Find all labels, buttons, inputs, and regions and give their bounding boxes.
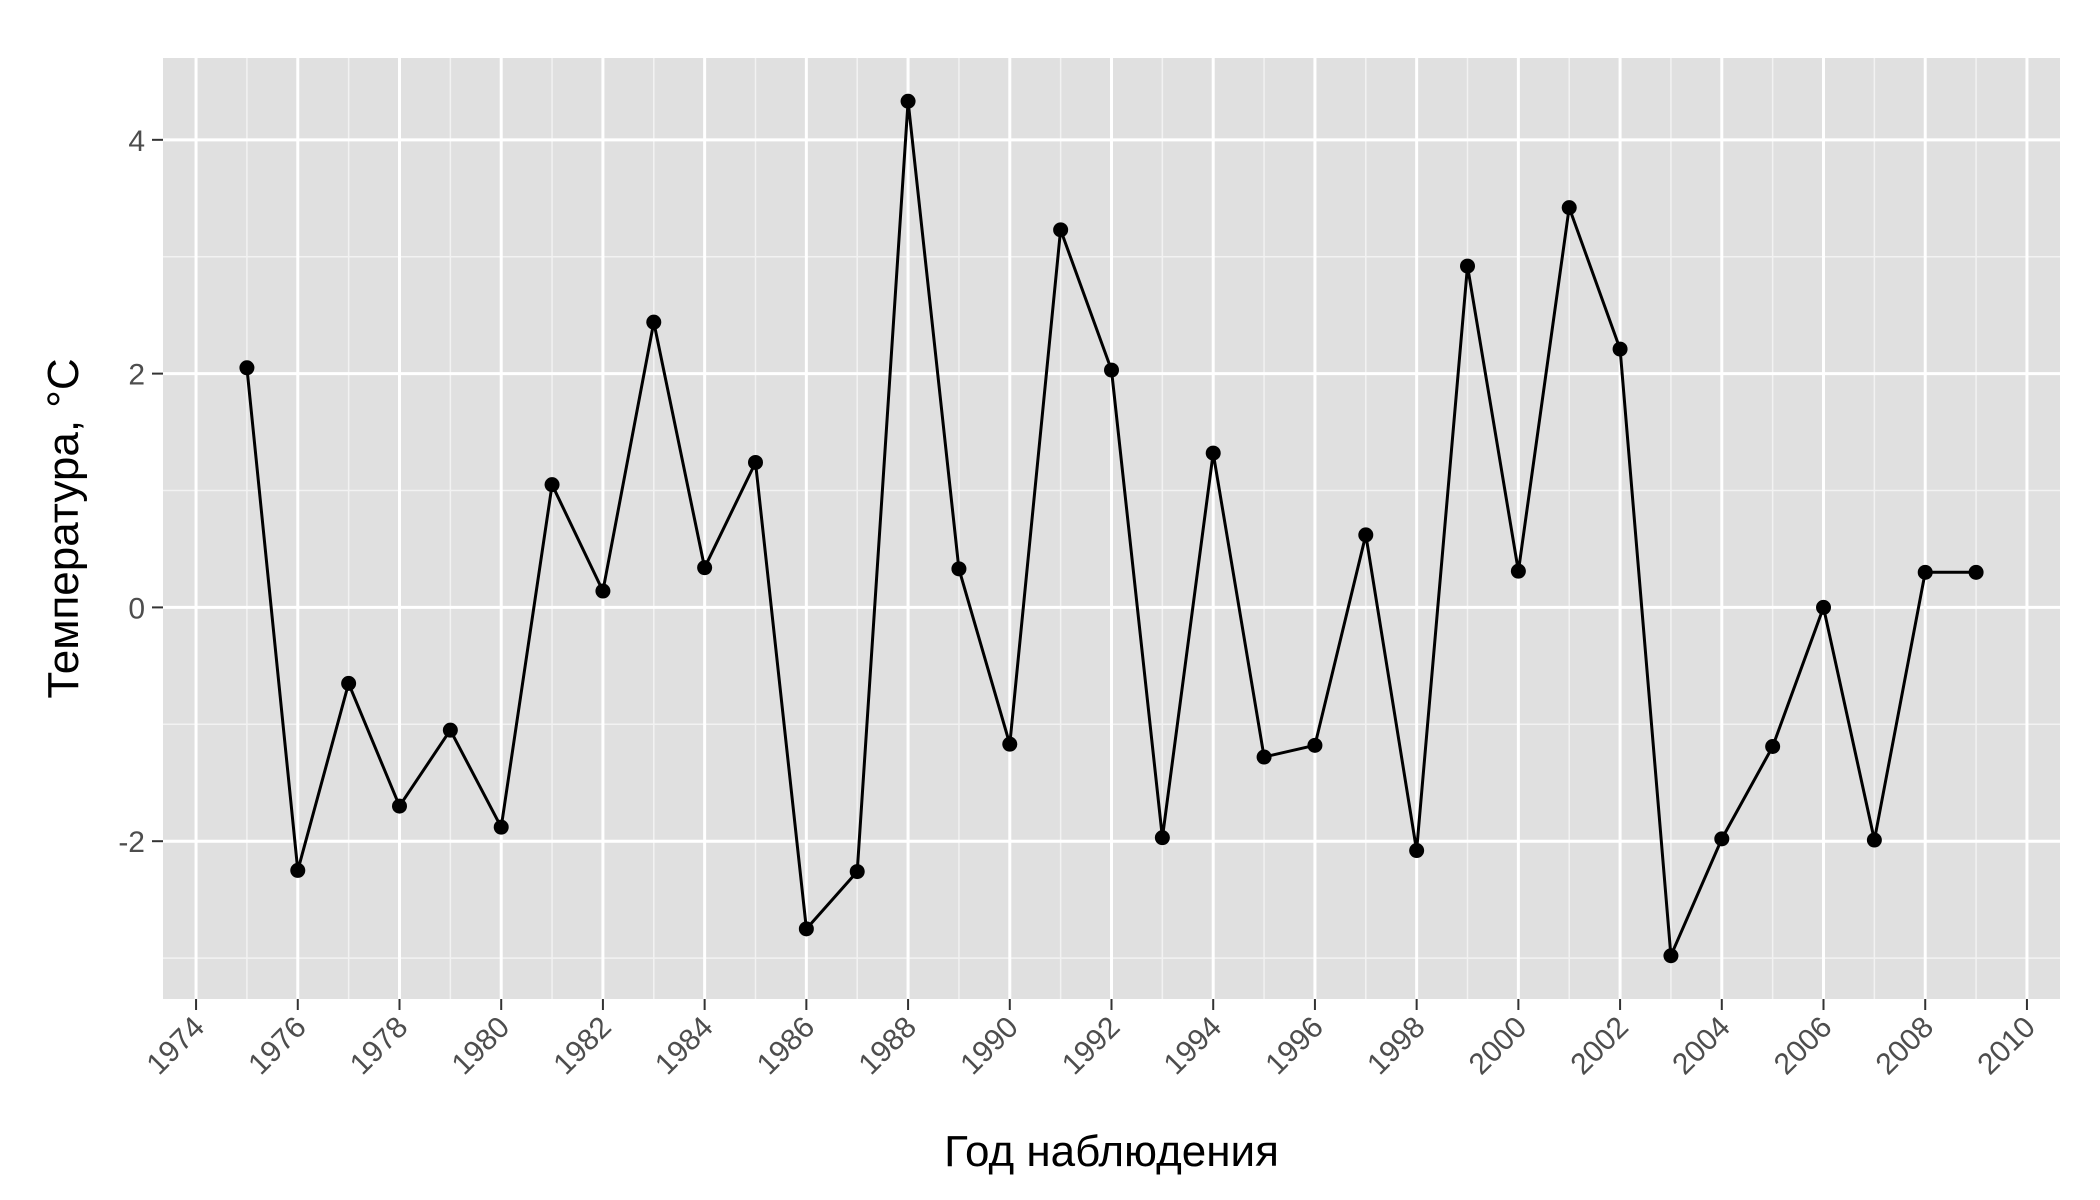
x-tick-label: 2002 (1564, 1011, 1635, 1082)
series-group (239, 93, 1984, 964)
data-point (1307, 737, 1323, 753)
data-point (900, 93, 916, 109)
data-point (1561, 200, 1577, 216)
data-point (1002, 736, 1018, 752)
data-point (595, 583, 611, 599)
x-tick-label: 1982 (547, 1011, 618, 1082)
data-point (798, 921, 814, 937)
x-tick-label: 2000 (1463, 1011, 1534, 1082)
x-tick-label: 1992 (1056, 1011, 1127, 1082)
x-tick-label: 1980 (446, 1011, 517, 1082)
data-point (1917, 564, 1933, 580)
data-point (1205, 445, 1221, 461)
x-tick-label: 1984 (649, 1011, 720, 1082)
x-tick-label: 2006 (1768, 1011, 1839, 1082)
x-tick-label: 2008 (1870, 1011, 1941, 1082)
data-point (747, 454, 763, 470)
x-tick-label: 1978 (344, 1011, 415, 1082)
data-point (951, 561, 967, 577)
x-tick-label: 1990 (954, 1011, 1025, 1082)
x-tick-label: 1986 (751, 1011, 822, 1082)
data-point (1104, 362, 1119, 378)
data-point (1154, 830, 1170, 846)
axis-ticks (152, 138, 2028, 1010)
y-tick-label: 4 (128, 125, 145, 158)
data-point (1866, 832, 1882, 848)
data-point (849, 864, 865, 880)
x-tick-label: 2010 (1971, 1011, 2042, 1082)
x-axis-tick-labels: 1974 1976 1978 1980 1982 1984 1986 1988 1990 1992… (140, 1011, 2041, 1082)
data-point (1409, 843, 1425, 859)
y-axis-title: Температура, °C (39, 358, 88, 698)
data-point (1358, 527, 1374, 543)
data-point (1460, 258, 1476, 274)
x-axis-title: Год наблюдения (944, 1127, 1279, 1176)
data-point (1765, 739, 1781, 755)
y-axis-tick-labels: -2 0 2 4 (118, 125, 145, 859)
x-tick-label: 1974 (140, 1011, 211, 1082)
y-tick-label: 0 (128, 592, 145, 625)
data-point (239, 360, 255, 376)
x-tick-label: 1996 (1259, 1011, 1330, 1082)
y-tick-label: -2 (118, 826, 145, 859)
x-tick-label: 1976 (242, 1011, 313, 1082)
data-point (697, 560, 713, 576)
data-point (1053, 222, 1069, 238)
data-point (1612, 341, 1628, 357)
data-point (1714, 831, 1730, 847)
data-point (1816, 599, 1832, 615)
x-tick-label: 1994 (1158, 1011, 1229, 1082)
x-tick-label: 1998 (1361, 1011, 1432, 1082)
data-point (290, 862, 306, 878)
data-point (391, 798, 407, 814)
data-point (493, 819, 509, 835)
data-point (1256, 749, 1272, 765)
data-point (1663, 948, 1679, 964)
x-tick-label: 1988 (852, 1011, 923, 1082)
x-tick-label: 2004 (1666, 1011, 1737, 1082)
data-point (442, 722, 458, 738)
data-point (544, 477, 560, 493)
data-point (1968, 564, 1984, 580)
data-point (646, 314, 662, 330)
y-tick-label: 2 (128, 359, 145, 392)
data-point (341, 675, 357, 691)
data-point (1510, 563, 1526, 579)
